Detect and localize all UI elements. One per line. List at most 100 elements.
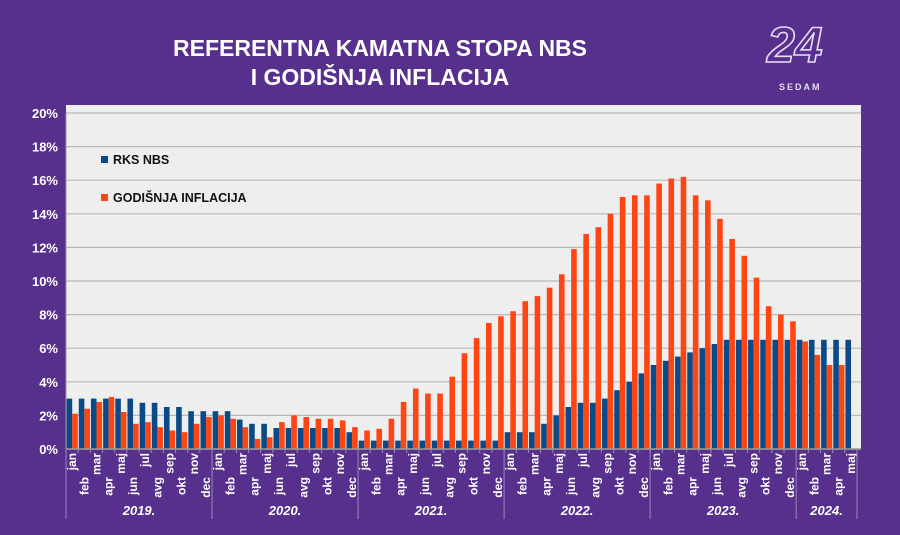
bar-rks-nbs	[346, 432, 353, 449]
legend-swatch-rks-nbs	[101, 156, 108, 163]
bar-inflation	[838, 365, 845, 449]
bar-rks-nbs	[821, 339, 827, 449]
bar-inflation	[656, 183, 662, 449]
bar-inflation	[644, 195, 650, 449]
bar-rks-nbs	[687, 352, 693, 449]
bar-rks-nbs	[139, 402, 146, 449]
month-label: feb	[807, 477, 821, 495]
bar-inflation	[242, 427, 249, 449]
y-tick-label: 18%	[32, 140, 58, 155]
bar-inflation	[339, 420, 346, 449]
bar-inflation	[157, 427, 163, 449]
y-tick-label: 20%	[32, 106, 58, 121]
bar-rks-nbs	[127, 398, 134, 449]
month-label: avg	[734, 477, 748, 498]
bar-inflation	[498, 316, 504, 449]
year-label: 2023.	[706, 503, 740, 518]
month-label: maj	[844, 453, 858, 474]
month-label: maj	[260, 453, 274, 474]
bar-rks-nbs	[78, 398, 85, 449]
bar-inflation	[668, 178, 675, 449]
bar-inflation	[546, 287, 553, 449]
y-tick-label: 4%	[39, 375, 58, 390]
month-label: maj	[406, 453, 420, 474]
title-line-1: REFERENTNA KAMATNA STOPA NBS	[173, 35, 587, 61]
bar-inflation	[376, 428, 383, 449]
month-label: jan	[211, 453, 225, 471]
year-label: 2022.	[560, 503, 594, 518]
bar-rks-nbs	[273, 428, 280, 449]
bar-inflation	[571, 249, 577, 449]
bar-inflation	[814, 354, 821, 449]
bar-inflation	[778, 314, 784, 449]
month-label: dec	[491, 477, 505, 498]
bar-rks-nbs	[772, 339, 779, 449]
bar-rks-nbs	[322, 428, 328, 449]
bar-inflation	[120, 412, 127, 449]
month-label: nov	[625, 453, 639, 475]
bar-rks-nbs	[66, 398, 73, 449]
bar-inflation	[425, 393, 431, 449]
bar-rks-nbs	[395, 440, 401, 449]
bar-inflation	[145, 422, 151, 449]
bar-inflation	[133, 423, 139, 449]
bar-rks-nbs	[504, 432, 511, 449]
bar-inflation	[437, 393, 443, 449]
y-tick-label: 16%	[32, 173, 58, 188]
bar-inflation	[327, 418, 334, 449]
month-label: mar	[674, 453, 688, 475]
bar-rks-nbs	[699, 348, 705, 449]
bar-rks-nbs	[480, 440, 486, 449]
month-label: okt	[613, 477, 627, 495]
month-label: okt	[467, 477, 481, 495]
bar-inflation	[303, 417, 310, 449]
bar-inflation	[595, 227, 602, 449]
bar-rks-nbs	[650, 365, 657, 449]
bar-rks-nbs	[626, 381, 632, 449]
bar-inflation	[790, 321, 796, 449]
bar-inflation	[108, 396, 115, 449]
month-label: jun	[126, 477, 140, 496]
month-label: nov	[333, 453, 347, 475]
month-label: sep	[455, 453, 469, 474]
bar-inflation	[717, 218, 723, 449]
bar-inflation	[583, 233, 589, 449]
bar-rks-nbs	[236, 419, 243, 449]
month-label: mar	[89, 453, 103, 475]
bar-inflation	[461, 353, 468, 449]
month-label: jun	[564, 477, 578, 496]
bar-inflation	[449, 376, 456, 449]
bar-inflation	[729, 239, 735, 449]
bar-rks-nbs	[383, 440, 389, 449]
title-line-2: I GODIŠNJA INFLACIJA	[250, 64, 510, 90]
bar-rks-nbs	[808, 339, 815, 449]
year-label: 2019.	[122, 503, 156, 518]
month-label: jun	[272, 477, 286, 496]
y-tick-label: 10%	[32, 274, 58, 289]
bar-rks-nbs	[151, 402, 158, 449]
y-tick-label: 8%	[39, 308, 58, 323]
bar-rks-nbs	[784, 339, 791, 449]
legend-swatch-inflation	[101, 194, 108, 201]
month-label: dec	[199, 477, 213, 498]
bar-inflation	[412, 388, 419, 449]
month-label: apr	[248, 477, 262, 496]
bar-inflation	[631, 195, 638, 449]
bar-rks-nbs	[760, 339, 766, 449]
bar-inflation	[473, 338, 480, 449]
logo-text: SEDAM	[779, 82, 822, 92]
month-label: apr	[832, 477, 846, 496]
bar-rks-nbs	[334, 428, 340, 449]
month-label: mar	[528, 453, 542, 475]
month-label: jul	[138, 453, 152, 468]
legend-label-inflation: GODIŠNJA INFLACIJA	[113, 190, 247, 205]
logo-number: 24	[766, 17, 823, 73]
month-label: jan	[65, 453, 79, 471]
bar-inflation	[254, 438, 261, 449]
bar-rks-nbs	[845, 339, 852, 449]
month-label: sep	[162, 453, 176, 474]
bar-inflation	[96, 401, 103, 449]
month-label: apr	[686, 477, 700, 496]
bar-rks-nbs	[541, 423, 547, 449]
bar-rks-nbs	[529, 432, 535, 449]
